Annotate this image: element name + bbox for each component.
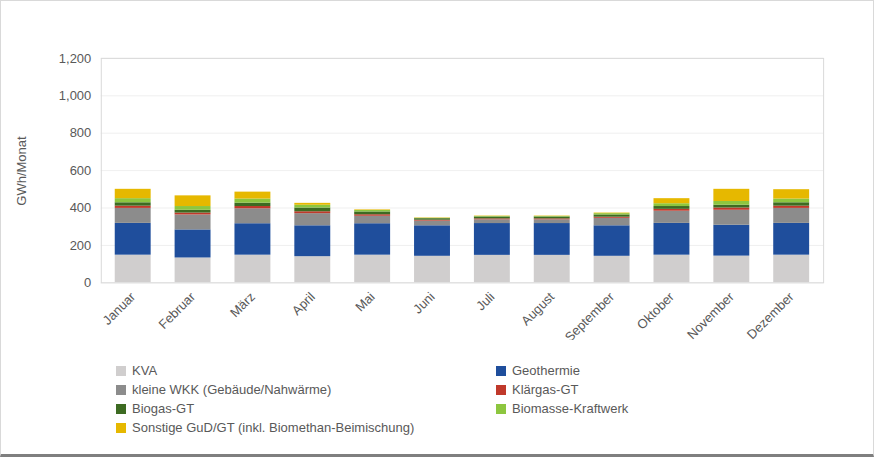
svg-text:Oktober: Oktober	[634, 289, 678, 333]
svg-text:600: 600	[70, 163, 92, 178]
html-text:Biomasse-Kraftwerk: Biomasse-Kraftwerk	[512, 401, 629, 416]
svg-text:März: März	[227, 289, 258, 320]
svg-text:Juni: Juni	[410, 289, 437, 316]
svg-text:Februar: Februar	[155, 289, 198, 332]
svg-text:0: 0	[84, 275, 91, 290]
html-text:Sonstige GuD/GT (inkl. Biometh: Sonstige GuD/GT (inkl. Biomethan-Beimisc…	[132, 420, 415, 435]
svg-text:1,200: 1,200	[59, 51, 91, 66]
html-text:Biogas-GT: Biogas-GT	[132, 401, 195, 416]
svg-text:200: 200	[70, 238, 92, 253]
svg-text:November: November	[684, 289, 737, 341]
svg-text:800: 800	[70, 125, 92, 140]
html-text:Klärgas-GT: Klärgas-GT	[512, 382, 579, 397]
html-text:kleine WKK (Gebäude/Nahwärme): kleine WKK (Gebäude/Nahwärme)	[132, 382, 332, 397]
html-text:KVA: KVA	[132, 363, 158, 378]
svg-text:September: September	[562, 289, 618, 341]
svg-text:Dezember: Dezember	[744, 289, 797, 341]
svg-text:Mai: Mai	[352, 289, 377, 314]
svg-text:400: 400	[70, 200, 92, 215]
svg-text:August: August	[518, 289, 557, 328]
svg-text:Juli: Juli	[473, 289, 497, 313]
html-text:GWh/Monat: GWh/Monat	[13, 136, 29, 206]
html-text:Geothermie: Geothermie	[512, 363, 580, 378]
svg-text:April: April	[289, 289, 318, 318]
svg-text:Januar: Januar	[100, 289, 139, 328]
svg-text:1,000: 1,000	[59, 88, 91, 103]
